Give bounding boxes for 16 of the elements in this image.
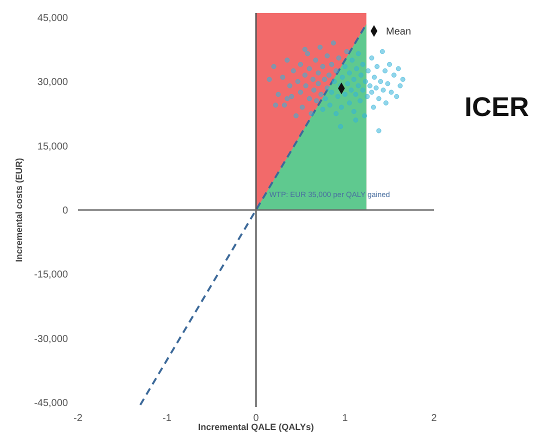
x-tick-label: 0 <box>253 413 260 424</box>
x-tick-label: 1 <box>342 413 348 424</box>
y-tick-label: -45,000 <box>34 398 68 410</box>
y-tick-label: 45,000 <box>37 12 68 24</box>
text: ICER <box>464 92 529 122</box>
x-tick-label: 2 <box>431 413 438 424</box>
x-axis-title: Incremental QALE (QALYs) <box>198 422 314 432</box>
y-axis-title: Incremental costs (EUR) <box>14 158 24 262</box>
y-tick-label: -30,000 <box>34 334 68 345</box>
y-tick-label: 30,000 <box>37 77 68 88</box>
legend-label: Mean <box>386 26 412 38</box>
x-tick-label: -2 <box>74 413 83 424</box>
y-tick-label: -15,000 <box>34 270 68 281</box>
y-tick-label: 0 <box>62 206 68 216</box>
x-tick-label: -1 <box>162 413 172 424</box>
y-tick-label: 15,000 <box>37 141 68 152</box>
